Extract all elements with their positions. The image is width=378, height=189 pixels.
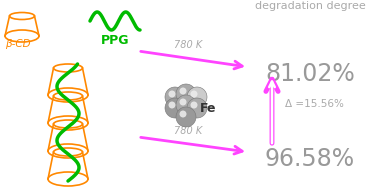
- Text: 780 K: 780 K: [174, 126, 202, 136]
- Circle shape: [176, 107, 196, 127]
- Circle shape: [191, 91, 197, 98]
- Circle shape: [180, 88, 186, 94]
- Text: degradation degree: degradation degree: [255, 1, 366, 11]
- Circle shape: [169, 91, 175, 98]
- Text: Δ =15.56%: Δ =15.56%: [285, 99, 344, 109]
- Text: 81.02%: 81.02%: [265, 62, 355, 86]
- Text: β-CD: β-CD: [5, 39, 31, 49]
- Circle shape: [180, 98, 186, 105]
- Text: 96.58%: 96.58%: [265, 147, 355, 171]
- Text: Fe: Fe: [200, 102, 217, 115]
- Circle shape: [187, 98, 207, 118]
- Circle shape: [176, 95, 196, 115]
- Circle shape: [165, 98, 185, 118]
- Circle shape: [191, 101, 197, 108]
- Circle shape: [165, 87, 185, 107]
- Circle shape: [176, 84, 196, 104]
- Text: PPG: PPG: [101, 34, 129, 47]
- Circle shape: [169, 101, 175, 108]
- Text: 780 K: 780 K: [174, 40, 202, 50]
- Circle shape: [187, 87, 207, 107]
- Circle shape: [180, 111, 186, 118]
